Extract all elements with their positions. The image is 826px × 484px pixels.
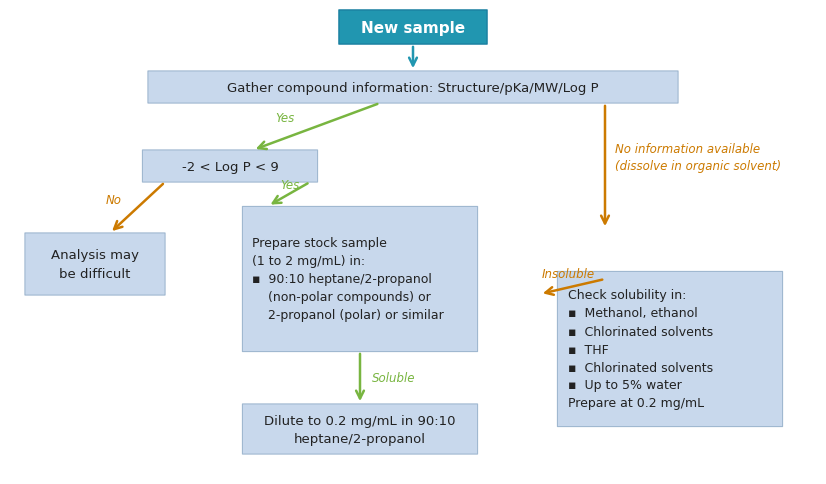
Text: Dilute to 0.2 mg/mL in 90:10
heptane/2-propanol: Dilute to 0.2 mg/mL in 90:10 heptane/2-p… [264,414,456,445]
Text: -2 < Log P < 9: -2 < Log P < 9 [182,160,278,173]
FancyBboxPatch shape [148,72,678,104]
FancyBboxPatch shape [142,151,317,182]
Text: No: No [106,193,122,206]
FancyBboxPatch shape [558,272,782,427]
FancyBboxPatch shape [243,207,477,352]
Text: Prepare stock sample
(1 to 2 mg/mL) in:
▪  90:10 heptane/2-propanol
    (non-pol: Prepare stock sample (1 to 2 mg/mL) in: … [253,237,444,322]
FancyBboxPatch shape [243,404,477,454]
Text: No information available
(dissolve in organic solvent): No information available (dissolve in or… [615,143,781,173]
FancyBboxPatch shape [339,11,487,45]
Text: Gather compound information: Structure/pKa/MW/Log P: Gather compound information: Structure/p… [227,81,599,94]
Text: Check solubility in:
▪  Methanol, ethanol
▪  Chlorinated solvents
▪  THF
▪  Chlo: Check solubility in: ▪ Methanol, ethanol… [567,289,713,409]
Text: Soluble: Soluble [372,371,415,384]
Text: Analysis may
be difficult: Analysis may be difficult [51,249,139,280]
Text: Yes: Yes [276,111,295,124]
Text: Yes: Yes [281,178,300,191]
FancyBboxPatch shape [25,233,165,295]
Text: Insoluble: Insoluble [542,268,595,281]
Text: New sample: New sample [361,20,465,35]
